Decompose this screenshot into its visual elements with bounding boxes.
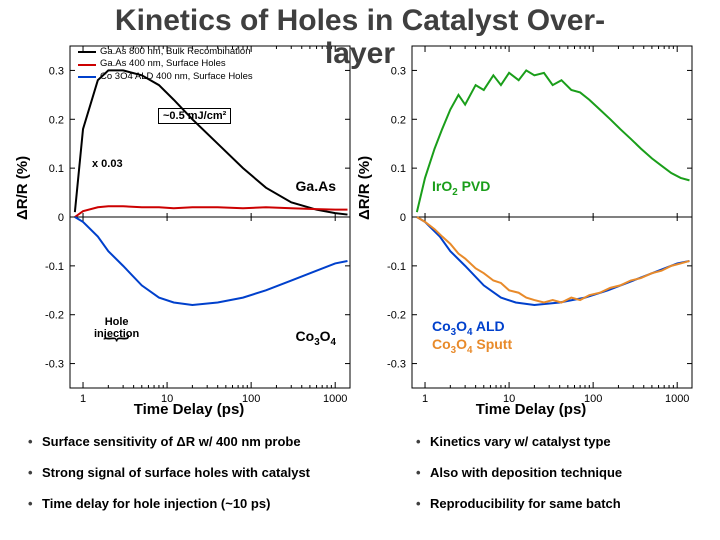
bullets-left-col: Surface sensitivity of ΔR w/ 400 nm prob… [0,428,360,527]
svg-text:0: 0 [58,212,64,224]
x-axis-label-left: Time Delay (ps) [18,401,360,418]
y-axis-label-left: ΔR/R (%) [14,156,31,220]
legend-swatch [78,76,96,78]
svg-text:-0.3: -0.3 [45,359,64,371]
svg-text:0.1: 0.1 [49,163,64,175]
svg-text:-0.1: -0.1 [45,261,64,273]
x-axis-label-right: Time Delay (ps) [360,401,702,418]
bullet-item: Reproducibility for same batch [416,496,702,511]
bullets-container: Surface sensitivity of ΔR w/ 400 nm prob… [0,428,720,527]
right-top-annot: IrO2 PVD [432,178,490,198]
left-chart-panel: -0.3-0.2-0.100.10.20.31101001000 ΔR/R (%… [18,40,360,420]
svg-text:-0.1: -0.1 [387,261,406,273]
slide-title: Kinetics of Holes in Catalyst Over- laye… [0,4,720,70]
legend-row: Co 3O4 ALD 400 nm, Surface Holes [78,71,253,83]
fluence-note: ~0.5 mJ/cm² [158,108,231,124]
legend-label: Co 3O4 ALD 400 nm, Surface Holes [100,71,253,83]
left-top-annot: Ga.As [296,178,336,194]
right-bottom-annot-2: Co3O4 Sputt [432,336,512,356]
bullets-right-col: Kinetics vary w/ catalyst type Also with … [360,428,720,527]
left-bottom-annot: Co3O4 [296,328,336,348]
scale-note: x 0.03 [92,158,123,170]
svg-text:0.2: 0.2 [49,114,64,126]
right-bottom-annot-1: Co3O4 ALD [432,318,505,338]
bullet-item: Also with deposition technique [416,465,702,480]
bullet-item: Time delay for hole injection (~10 ps) [28,496,342,511]
title-line-2: layer [325,37,395,70]
left-chart-svg: -0.3-0.2-0.100.10.20.31101001000 [18,40,360,420]
svg-text:-0.2: -0.2 [45,310,64,322]
hole-injection-label: Hole injection ︸ [94,316,139,355]
title-line-1: Kinetics of Holes in Catalyst Over- [115,4,605,37]
bullet-item: Kinetics vary w/ catalyst type [416,434,702,449]
charts-container: -0.3-0.2-0.100.10.20.31101001000 ΔR/R (%… [18,40,702,420]
svg-text:-0.3: -0.3 [387,359,406,371]
svg-text:-0.2: -0.2 [387,310,406,322]
right-chart-svg: -0.3-0.2-0.100.10.20.31101001000 [360,40,702,420]
svg-text:0.1: 0.1 [391,163,406,175]
y-axis-label-right: ΔR/R (%) [356,156,373,220]
svg-text:0: 0 [400,212,406,224]
svg-text:0.2: 0.2 [391,114,406,126]
bullet-item: Strong signal of surface holes with cata… [28,465,342,480]
bullet-item: Surface sensitivity of ΔR w/ 400 nm prob… [28,434,342,449]
brace-glyph: ︸ [94,342,139,355]
right-chart-panel: -0.3-0.2-0.100.10.20.31101001000 ΔR/R (%… [360,40,702,420]
